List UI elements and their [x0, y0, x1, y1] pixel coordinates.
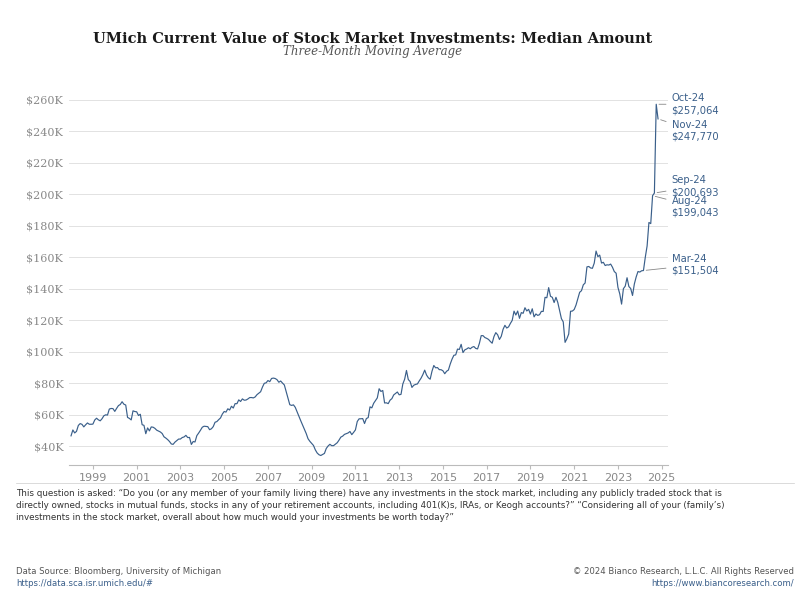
- Text: Nov-24
$247,770: Nov-24 $247,770: [661, 120, 719, 142]
- Text: Aug-24
$199,043: Aug-24 $199,043: [655, 196, 719, 218]
- Text: Three-Month Moving Average: Three-Month Moving Average: [283, 45, 463, 58]
- Text: Sep-24
$200,693: Sep-24 $200,693: [657, 176, 719, 197]
- Text: Data Source: Bloomberg, University of Michigan: Data Source: Bloomberg, University of Mi…: [16, 567, 221, 576]
- Text: © 2024 Bianco Research, L.L.C. All Rights Reserved: © 2024 Bianco Research, L.L.C. All Right…: [573, 567, 794, 576]
- Text: Mar-24
$151,504: Mar-24 $151,504: [646, 254, 719, 276]
- Text: https://data.sca.isr.umich.edu/#: https://data.sca.isr.umich.edu/#: [16, 579, 153, 588]
- Text: This question is asked: “Do you (or any member of your family living there) have: This question is asked: “Do you (or any …: [16, 489, 725, 522]
- Text: UMich Current Value of Stock Market Investments: Median Amount: UMich Current Value of Stock Market Inve…: [93, 32, 652, 46]
- Text: Oct-24
$257,064: Oct-24 $257,064: [659, 94, 719, 115]
- Text: https://www.biancoresearch.com/: https://www.biancoresearch.com/: [651, 579, 794, 588]
